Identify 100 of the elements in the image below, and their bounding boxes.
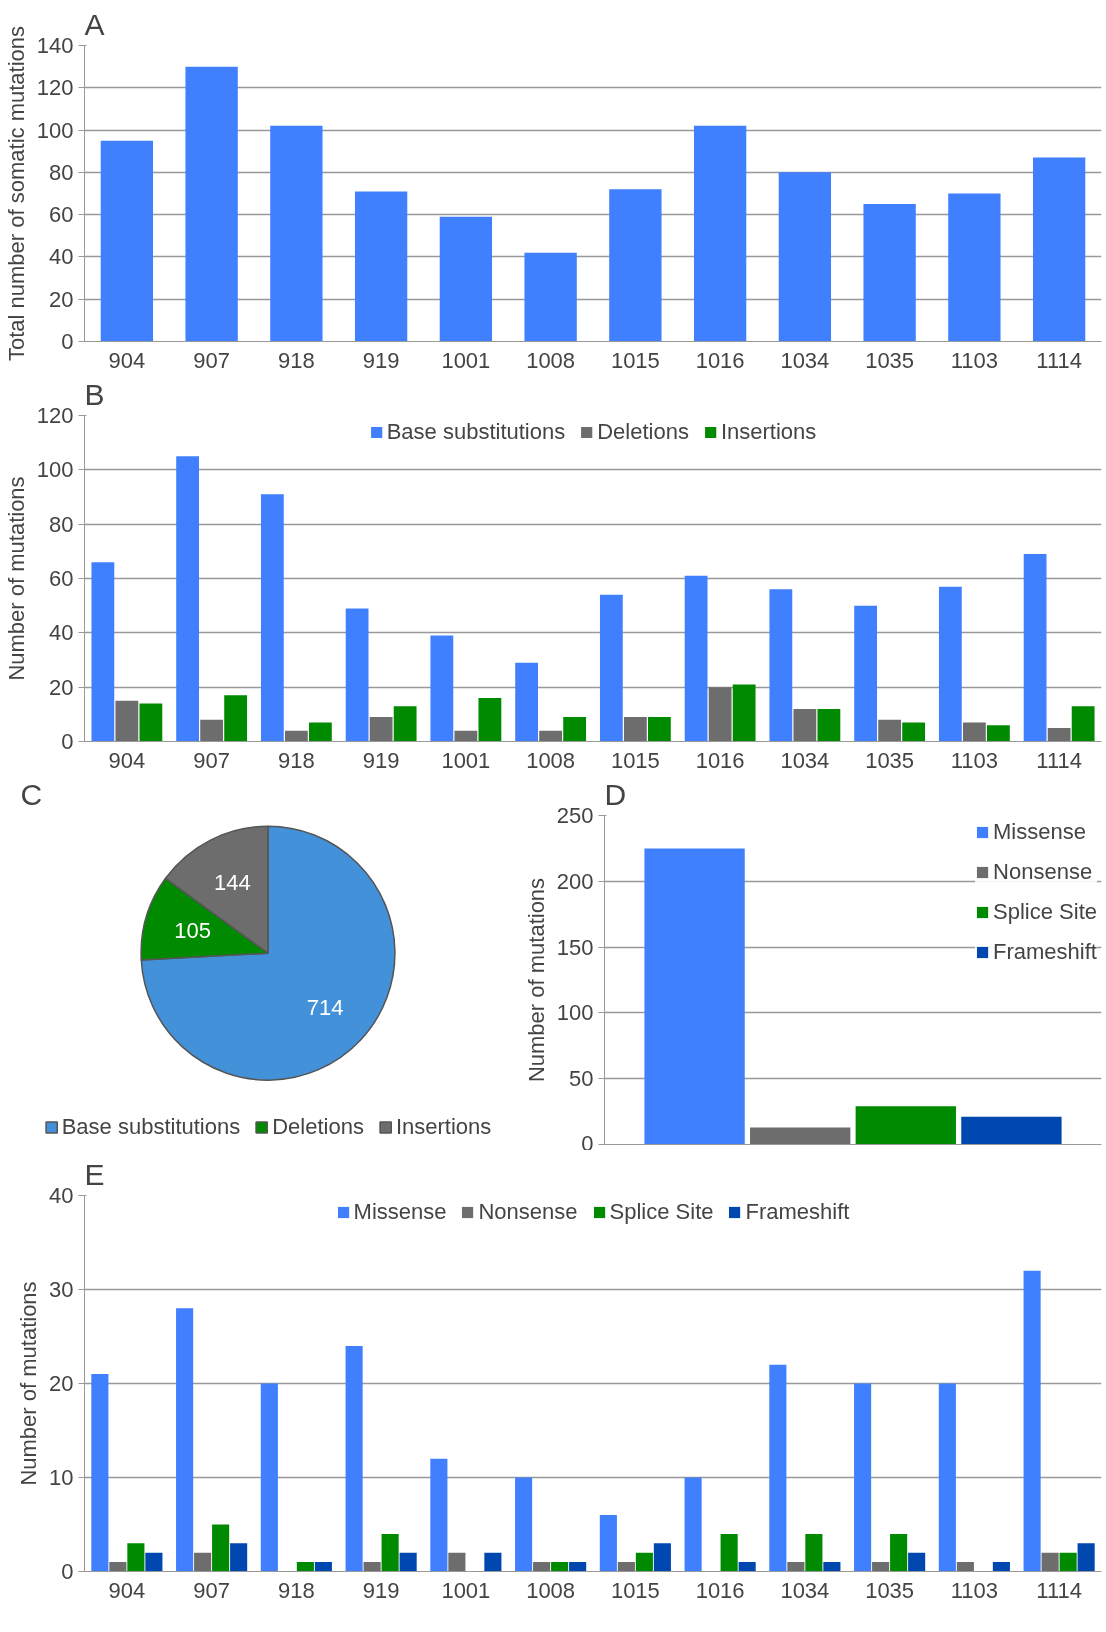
bar bbox=[260, 494, 284, 742]
x-tick-label: 1016 bbox=[695, 747, 745, 773]
y-tick-label: 140 bbox=[36, 33, 74, 58]
chart-title: E bbox=[84, 1157, 105, 1191]
y-axis-title: Number of mutations bbox=[16, 1281, 42, 1486]
x-tick-label: 918 bbox=[278, 347, 315, 373]
bar bbox=[878, 719, 902, 742]
bar bbox=[345, 608, 369, 742]
x-tick-label: 1016 bbox=[695, 1577, 745, 1603]
bar bbox=[684, 1477, 702, 1572]
bar bbox=[855, 1106, 956, 1145]
x-tick-label: 1035 bbox=[865, 1577, 915, 1603]
bar bbox=[314, 1562, 332, 1572]
bar bbox=[533, 1562, 551, 1572]
bar bbox=[430, 1458, 448, 1572]
y-axis-title: Number of mutations bbox=[523, 877, 549, 1083]
y-tick-label: 0 bbox=[61, 729, 74, 754]
bar bbox=[308, 722, 332, 742]
x-tick-label: 907 bbox=[193, 1577, 230, 1603]
y-tick-label: 200 bbox=[556, 868, 594, 894]
x-tick-label: 907 bbox=[193, 747, 230, 773]
y-tick-label: 250 bbox=[556, 803, 594, 828]
bar bbox=[948, 193, 1001, 342]
legend-label: Splice Site bbox=[993, 899, 1097, 925]
bar bbox=[1023, 1270, 1041, 1572]
bar bbox=[635, 1552, 653, 1572]
bar bbox=[738, 1562, 756, 1572]
bar bbox=[599, 1515, 617, 1572]
bar bbox=[872, 1562, 890, 1572]
bar bbox=[91, 1374, 109, 1572]
bar bbox=[109, 1562, 127, 1572]
bar bbox=[176, 456, 200, 742]
bar bbox=[805, 1533, 823, 1572]
bar bbox=[854, 1383, 872, 1572]
bar bbox=[986, 725, 1010, 742]
bar bbox=[524, 252, 577, 342]
x-tick-label: 1001 bbox=[441, 1577, 491, 1603]
bar bbox=[91, 562, 115, 742]
chart-title: B bbox=[84, 377, 105, 411]
bar bbox=[609, 189, 662, 342]
bar bbox=[750, 1127, 851, 1145]
x-tick-label: 904 bbox=[108, 347, 146, 373]
bar bbox=[793, 708, 817, 742]
x-tick-label: 907 bbox=[193, 347, 230, 373]
x-tick-label: 1015 bbox=[610, 347, 660, 373]
x-tick-label: 1001 bbox=[441, 747, 491, 773]
bar bbox=[448, 1552, 466, 1572]
y-tick-label: 10 bbox=[49, 1465, 74, 1490]
x-tick-label: 919 bbox=[362, 1577, 400, 1603]
x-tick-label: 1034 bbox=[780, 747, 830, 773]
bar bbox=[992, 1562, 1010, 1572]
y-tick-label: 20 bbox=[49, 1371, 74, 1396]
x-tick-label: 1103 bbox=[950, 347, 999, 373]
bar bbox=[902, 722, 926, 742]
bar bbox=[817, 708, 841, 742]
bar bbox=[176, 1308, 194, 1572]
x-tick-label: 1103 bbox=[950, 747, 999, 773]
y-tick-label: 40 bbox=[49, 620, 74, 646]
y-axis-title: Total number of somatic mutations bbox=[3, 25, 29, 362]
y-tick-label: 20 bbox=[49, 674, 74, 700]
chart-title: D bbox=[604, 777, 627, 811]
bar bbox=[393, 706, 417, 742]
y-tick-label: 80 bbox=[49, 511, 74, 537]
bar bbox=[345, 1345, 363, 1572]
x-tick-label: 904 bbox=[108, 1577, 146, 1603]
bar bbox=[854, 605, 878, 742]
bar bbox=[938, 1383, 956, 1572]
bar bbox=[363, 1562, 381, 1572]
x-tick-label: 1035 bbox=[865, 347, 915, 373]
legend-label: Nonsense bbox=[993, 859, 1093, 885]
bar bbox=[823, 1562, 841, 1572]
y-tick-label: 100 bbox=[556, 1000, 594, 1026]
y-tick-label: 40 bbox=[49, 244, 74, 270]
bar bbox=[769, 589, 793, 742]
bar bbox=[478, 698, 502, 742]
bar bbox=[1077, 1543, 1095, 1572]
bar bbox=[644, 848, 745, 1145]
legend-label: Deletions bbox=[597, 419, 689, 445]
y-tick-label: 60 bbox=[49, 566, 74, 591]
bar bbox=[145, 1552, 163, 1572]
x-tick-label: 1103 bbox=[950, 1577, 999, 1603]
x-tick-label: 1008 bbox=[526, 1577, 576, 1603]
y-tick-label: 80 bbox=[49, 159, 74, 185]
y-tick-label: 60 bbox=[49, 202, 74, 228]
legend-label: Base substitutions bbox=[61, 1114, 241, 1140]
bar bbox=[1071, 706, 1095, 742]
bar bbox=[1047, 727, 1071, 742]
legend-label: Deletions bbox=[272, 1114, 364, 1140]
x-tick-label: 1035 bbox=[865, 747, 915, 773]
x-tick-label: 1008 bbox=[526, 347, 576, 373]
bar bbox=[515, 662, 539, 742]
y-tick-label: 50 bbox=[569, 1066, 594, 1092]
bar bbox=[296, 1562, 314, 1572]
bar bbox=[1041, 1552, 1059, 1572]
bar bbox=[961, 1116, 1062, 1145]
x-tick-label: 1015 bbox=[610, 1577, 660, 1603]
bar bbox=[647, 717, 671, 742]
y-tick-label: 120 bbox=[36, 403, 74, 428]
y-axis-title: Number of mutations bbox=[3, 476, 29, 681]
y-tick-label: 100 bbox=[36, 117, 74, 143]
